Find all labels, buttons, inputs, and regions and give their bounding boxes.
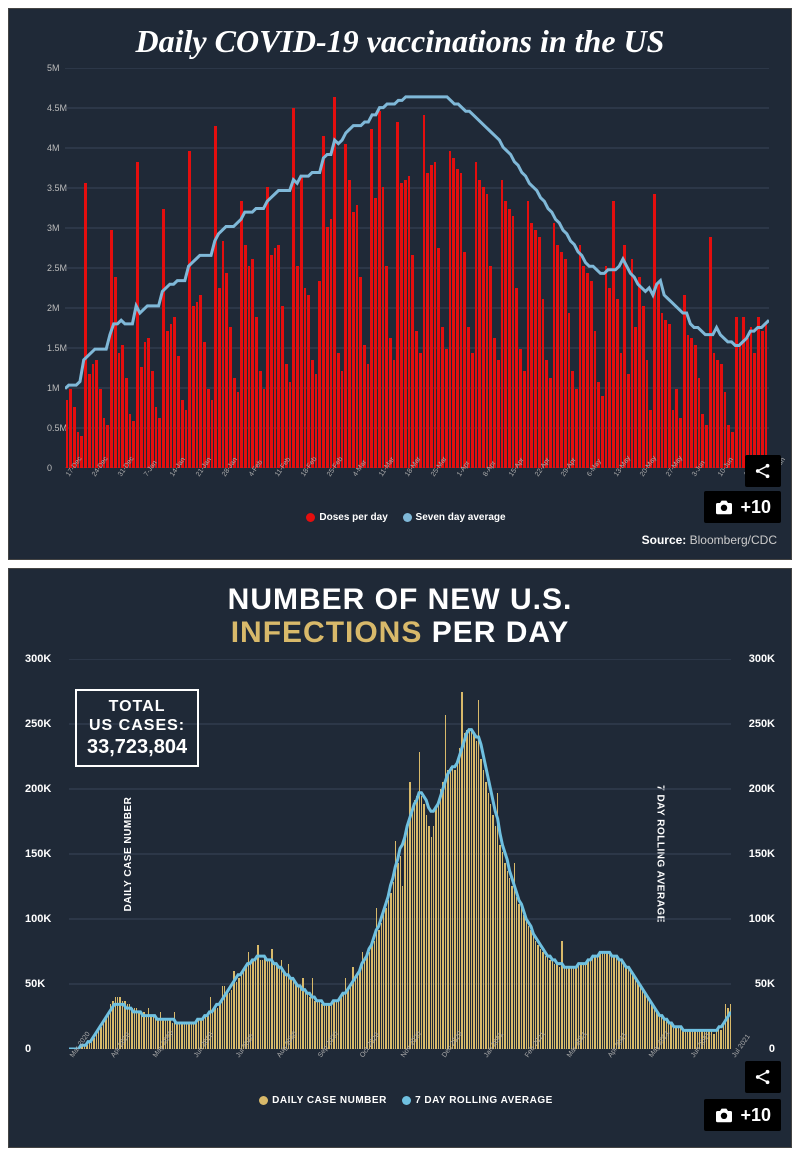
- vaccinations-chart-card: Daily COVID-19 vaccinations in the US 00…: [8, 8, 792, 560]
- photo-count-button[interactable]: +10: [704, 1099, 781, 1131]
- share-icon: [754, 462, 772, 480]
- chart2-title-highlight: INFECTIONS: [231, 616, 423, 649]
- chart1-source: Source: Bloomberg/CDC: [642, 533, 777, 547]
- chart1-line-layer: [65, 68, 769, 468]
- chart2-title-post: PER DAY: [422, 616, 569, 649]
- chart2-line: [69, 730, 731, 1049]
- stat-line3: 33,723,804: [87, 735, 187, 759]
- chart1-title: Daily COVID-19 vaccinations in the US: [9, 9, 791, 64]
- camera-icon: [714, 1107, 734, 1123]
- chart2-legend: DAILY CASE NUMBER 7 DAY ROLLING AVERAGE: [9, 1095, 791, 1106]
- chart1-legend: Doses per day Seven day average: [9, 512, 791, 523]
- chart2-title-pre: NUMBER OF NEW U.S.: [228, 583, 573, 616]
- share-button[interactable]: [745, 455, 781, 487]
- legend-label-bars: DAILY CASE NUMBER: [272, 1095, 387, 1106]
- share-button[interactable]: [745, 1061, 781, 1093]
- stat-line2: US CASES:: [87, 716, 187, 735]
- chart1-plot-area: 00.5M1M1.5M2M2.5M3M3.5M4M4.5M5M 17-Dec24…: [43, 68, 769, 468]
- legend-dot-line: [403, 513, 412, 522]
- legend-dot-line: [402, 1096, 411, 1105]
- share-icon: [754, 1068, 772, 1086]
- stat-line1: TOTAL: [87, 697, 187, 716]
- legend-label-line: 7 DAY ROLLING AVERAGE: [415, 1095, 553, 1106]
- legend-dot-bars: [259, 1096, 268, 1105]
- total-cases-box: TOTAL US CASES: 33,723,804: [75, 689, 199, 767]
- camera-icon: [714, 499, 734, 515]
- legend-label-bars: Doses per day: [319, 512, 387, 523]
- chart1-line: [65, 97, 769, 389]
- photo-count-text: +10: [740, 497, 771, 518]
- photo-count-text: +10: [740, 1105, 771, 1126]
- chart2-plot-area: DAILY CASE NUMBER 7 DAY ROLLING AVERAGE …: [69, 659, 731, 1049]
- legend-dot-bars: [306, 513, 315, 522]
- infections-chart-card: NUMBER OF NEW U.S. INFECTIONS PER DAY DA…: [8, 568, 792, 1148]
- chart2-title: NUMBER OF NEW U.S. INFECTIONS PER DAY: [9, 569, 791, 649]
- photo-count-button[interactable]: +10: [704, 491, 781, 523]
- legend-label-line: Seven day average: [416, 512, 506, 523]
